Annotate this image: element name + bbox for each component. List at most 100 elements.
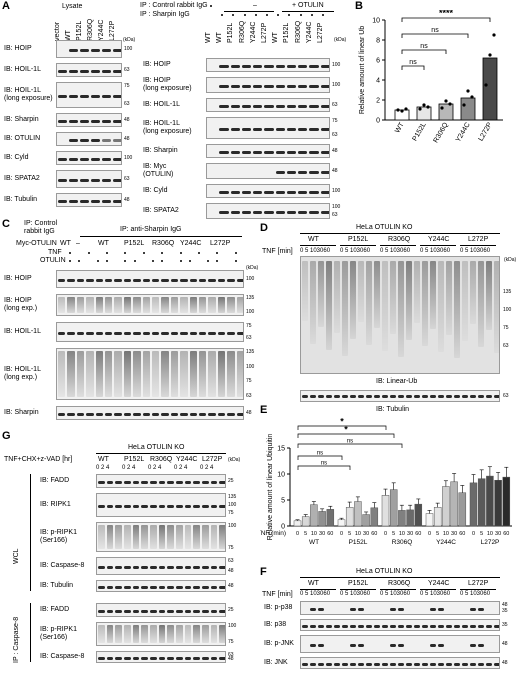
blot [56, 151, 122, 165]
blot-band [217, 412, 226, 416]
x-tick-label: 0 [384, 531, 387, 537]
blot-label: IB: HOIP [143, 61, 171, 68]
x-tick-label: 0 [340, 531, 343, 537]
blot-band [113, 138, 121, 142]
time-labels: 0 5 103060 [300, 591, 331, 597]
blot [56, 193, 122, 207]
blot-band [310, 607, 316, 611]
time-labels: 0 5 103060 [380, 248, 411, 254]
blot-band [106, 480, 114, 484]
blot-band [193, 609, 200, 613]
blot-band [478, 624, 484, 628]
lane-smear [486, 261, 492, 330]
y-tick-label: 5 [281, 498, 285, 505]
lane-smear [446, 261, 452, 335]
bar [354, 501, 362, 527]
blot-band [230, 150, 240, 154]
blot-smear [208, 297, 216, 313]
group-label: L272P [481, 539, 500, 546]
blot-smear [123, 351, 132, 397]
blot-band [318, 662, 324, 666]
mw-marker: 48 [332, 168, 338, 174]
mw-marker: 25 [228, 478, 234, 484]
blot-band [167, 480, 174, 484]
lane-smear [334, 261, 340, 333]
myc-group-label: Y244C [180, 240, 202, 247]
blot-smear [150, 525, 157, 549]
blot-band [350, 643, 356, 647]
ip-minus-line [224, 11, 274, 12]
mw-marker: 75 [332, 118, 338, 124]
blot-band [91, 157, 100, 161]
blot-band [310, 624, 316, 628]
blot-band [486, 624, 492, 628]
blot-label: IB: FADD [40, 477, 70, 484]
blot-band [219, 64, 229, 68]
blot-band [86, 412, 94, 416]
mw-marker: 35 [502, 608, 508, 614]
mw-marker: 75 [228, 639, 234, 645]
panel-f-title: HeLa OTULIN KO [356, 568, 413, 575]
data-point [440, 106, 444, 110]
blot [56, 82, 122, 108]
lane-smear [494, 261, 499, 353]
blot-band [91, 48, 100, 52]
blot-band [80, 178, 89, 182]
mw-marker: 100 [332, 188, 341, 194]
blot-band [133, 331, 141, 335]
blot-label: IB: Sharpin [143, 147, 178, 154]
x-tick-label: 10 [355, 531, 361, 537]
bar [502, 476, 511, 527]
time-labels: 0 5 103060 [340, 591, 371, 597]
group-line [300, 589, 336, 590]
group-line [420, 589, 456, 590]
blot-band [470, 624, 476, 628]
blot-band [264, 84, 274, 88]
blot-band [217, 278, 226, 282]
blot-band [67, 331, 75, 335]
blot-band [334, 662, 340, 666]
blot-band [115, 480, 122, 484]
blot-band [132, 585, 140, 589]
x-tick-label: 0 [428, 531, 431, 537]
data-point [470, 95, 474, 99]
lysate-header: Lysate [62, 3, 83, 10]
blot-band [253, 84, 263, 88]
blot-band [167, 656, 174, 660]
blot-band [80, 119, 89, 123]
bar [469, 482, 478, 527]
significance-label: **** [439, 10, 454, 18]
blot-band [115, 565, 122, 569]
blot-smear [170, 351, 179, 397]
blot-smear [202, 625, 209, 643]
blot-band [470, 643, 476, 647]
blot-band [91, 69, 100, 73]
x-tick-label: 10 [311, 531, 317, 537]
blot-smear [170, 297, 179, 313]
lysate-lane-label: L272P [109, 20, 116, 41]
tubulin-band [422, 395, 428, 398]
data-point [448, 102, 452, 106]
blot-band [132, 565, 140, 569]
blot-label: IB: HOIP [4, 45, 32, 52]
blot-band [494, 624, 499, 628]
bar [486, 475, 494, 527]
blot-band [76, 412, 85, 416]
significance-bracket [401, 65, 425, 70]
blot-label: IB: Sharpin [4, 409, 39, 416]
blot-band [141, 656, 148, 660]
blot-band [199, 278, 207, 282]
blot-band [286, 64, 297, 68]
time-labels: 0 2 4 [200, 465, 214, 471]
blot-band [115, 656, 122, 660]
blot-band [76, 331, 85, 335]
ip-lane-label: Y244C [249, 21, 257, 43]
blot-band [390, 643, 396, 647]
mw-marker: 135 [246, 295, 255, 301]
x-tick-label: 60 [371, 531, 377, 537]
group-label: R306Q [150, 456, 173, 463]
mw-marker: 63 [332, 132, 338, 138]
blot-band [69, 138, 78, 142]
time-labels: 0 5 103060 [380, 591, 411, 597]
blot-smear [105, 297, 113, 313]
